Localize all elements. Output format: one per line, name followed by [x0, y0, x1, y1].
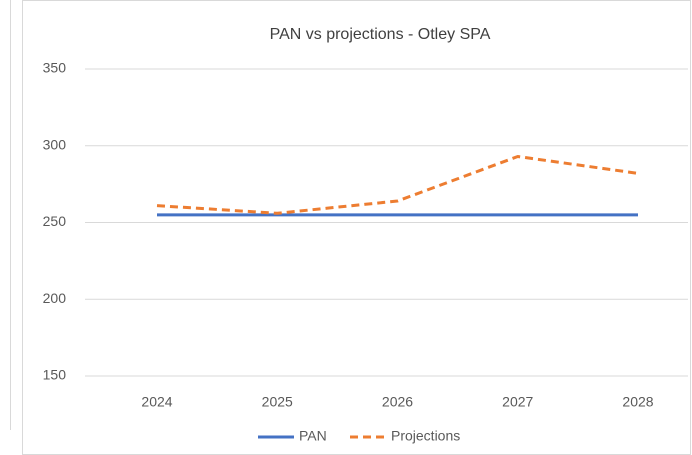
x-tick-label: 2027 — [502, 394, 533, 410]
chart-title: PAN vs projections - Otley SPA — [270, 26, 491, 43]
y-tick-label: 250 — [43, 213, 67, 229]
y-tick-label: 300 — [43, 136, 67, 152]
x-tick-label: 2024 — [141, 394, 172, 410]
x-tick-label: 2026 — [382, 394, 413, 410]
x-tick-label: 2028 — [622, 394, 653, 410]
y-tick-label: 350 — [43, 60, 67, 76]
y-tick-label: 200 — [43, 290, 67, 306]
series-line — [156, 154, 639, 215]
y-tick-label: 150 — [43, 367, 67, 383]
legend-label: Projections — [391, 428, 460, 444]
x-tick-label: 2025 — [262, 394, 293, 410]
legend-label: PAN — [299, 428, 327, 444]
